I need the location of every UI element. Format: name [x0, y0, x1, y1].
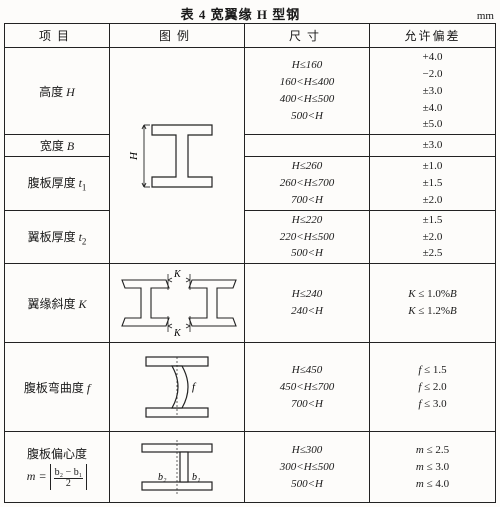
tols-slope: K ≤ 1.0%BK ≤ 1.2%B	[370, 264, 496, 343]
abs-bar: b₂ − b₁ 2	[50, 464, 88, 490]
sizes-web-t: H≤260260<H≤700700<H	[245, 157, 370, 211]
hdr-size: 尺寸	[245, 24, 370, 48]
tolerance-table: 项目 图例 尺寸 允许偏差 高度 H	[4, 23, 496, 503]
svg-text:H: H	[128, 151, 140, 161]
lbl: 腹板厚度	[28, 176, 79, 190]
tols-web-t: ±1.0±1.5±2.0	[370, 157, 496, 211]
svg-text:K: K	[173, 328, 182, 338]
sizes-ecc: H≤300300<H≤500500<H	[245, 432, 370, 503]
row-width: 宽度 B ±3.0	[5, 135, 496, 157]
diagram-bend: f	[110, 343, 245, 432]
svg-text:K: K	[173, 269, 182, 280]
tols-flange-t: ±1.5±2.0±2.5	[370, 210, 496, 264]
lhs: m =	[27, 469, 47, 484]
row-height: 高度 H H H≤160160<H≤400400<H≤500500<H	[5, 48, 496, 135]
tols-height: +4.0−2.0±3.0±4.0±5.0	[370, 48, 496, 135]
row-flange-slope: 翼缘斜度 K K K H≤	[5, 264, 496, 343]
var: H	[66, 85, 75, 99]
item-width: 宽度 B	[5, 135, 110, 157]
tols-ecc: m ≤ 2.5m ≤ 3.0m ≤ 4.0	[370, 432, 496, 503]
ecc-formula: m = b₂ − b₁ 2	[27, 464, 87, 490]
lbl: 翼板厚度	[28, 230, 79, 244]
tols-bend: f ≤ 1.5f ≤ 2.0f ≤ 3.0	[370, 343, 496, 432]
unit-label: mm	[477, 10, 496, 22]
sub: 2	[82, 236, 87, 246]
sizes-flange-t: H≤220220<H≤500500<H	[245, 210, 370, 264]
lbl: 腹板偏心度	[9, 445, 105, 462]
svg-text:b₂: b₂	[158, 472, 167, 483]
var: f	[87, 381, 90, 395]
header-row: 项目 图例 尺寸 允许偏差	[5, 24, 496, 48]
lbl: 高度	[39, 85, 66, 99]
item-flange-slope: 翼缘斜度 K	[5, 264, 110, 343]
item-height: 高度 H	[5, 48, 110, 135]
denominator: 2	[54, 479, 84, 490]
lbl: 宽度	[40, 139, 67, 153]
diagram-ecc: b₂ b₁	[110, 432, 245, 503]
tols-width: ±3.0	[370, 135, 496, 157]
svg-text:f: f	[192, 381, 197, 393]
fraction: b₂ − b₁ 2	[54, 468, 84, 490]
sizes-slope: H≤240240<H	[245, 264, 370, 343]
item-flange-t: 翼板厚度 t2	[5, 210, 110, 264]
svg-text:b₁: b₁	[192, 472, 200, 483]
row-flange-t: 翼板厚度 t2 H≤220220<H≤500500<H ±1.5±2.0±2.5	[5, 210, 496, 264]
var: B	[67, 139, 74, 153]
hdr-tol: 允许偏差	[370, 24, 496, 48]
lbl: 翼缘斜度	[27, 297, 78, 311]
row-ecc: 腹板偏心度 m = b₂ − b₁ 2	[5, 432, 496, 503]
item-ecc: 腹板偏心度 m = b₂ − b₁ 2	[5, 432, 110, 503]
sizes-width	[245, 135, 370, 157]
row-web-t: 腹板厚度 t1 H≤260260<H≤700700<H ±1.0±1.5±2.0	[5, 157, 496, 211]
lbl: 腹板弯曲度	[24, 381, 87, 395]
sizes-bend: H≤450450<H≤700700<H	[245, 343, 370, 432]
sizes-height: H≤160160<H≤400400<H≤500500<H	[245, 48, 370, 135]
hdr-diagram: 图例	[110, 24, 245, 48]
diagram-h-section: H	[110, 48, 245, 264]
title-row: 表 4 宽翼缘 H 型钢 mm	[4, 4, 496, 23]
item-web-bend: 腹板弯曲度 f	[5, 343, 110, 432]
var: K	[79, 297, 87, 311]
row-web-bend: 腹板弯曲度 f f H≤450450<H≤700700<H f ≤ 1.5f ≤…	[5, 343, 496, 432]
item-web-t: 腹板厚度 t1	[5, 157, 110, 211]
diagram-slope: K K	[110, 264, 245, 343]
table-title: 表 4 宽翼缘 H 型钢	[4, 4, 477, 23]
sub: 1	[82, 183, 87, 193]
hdr-item: 项目	[5, 24, 110, 48]
